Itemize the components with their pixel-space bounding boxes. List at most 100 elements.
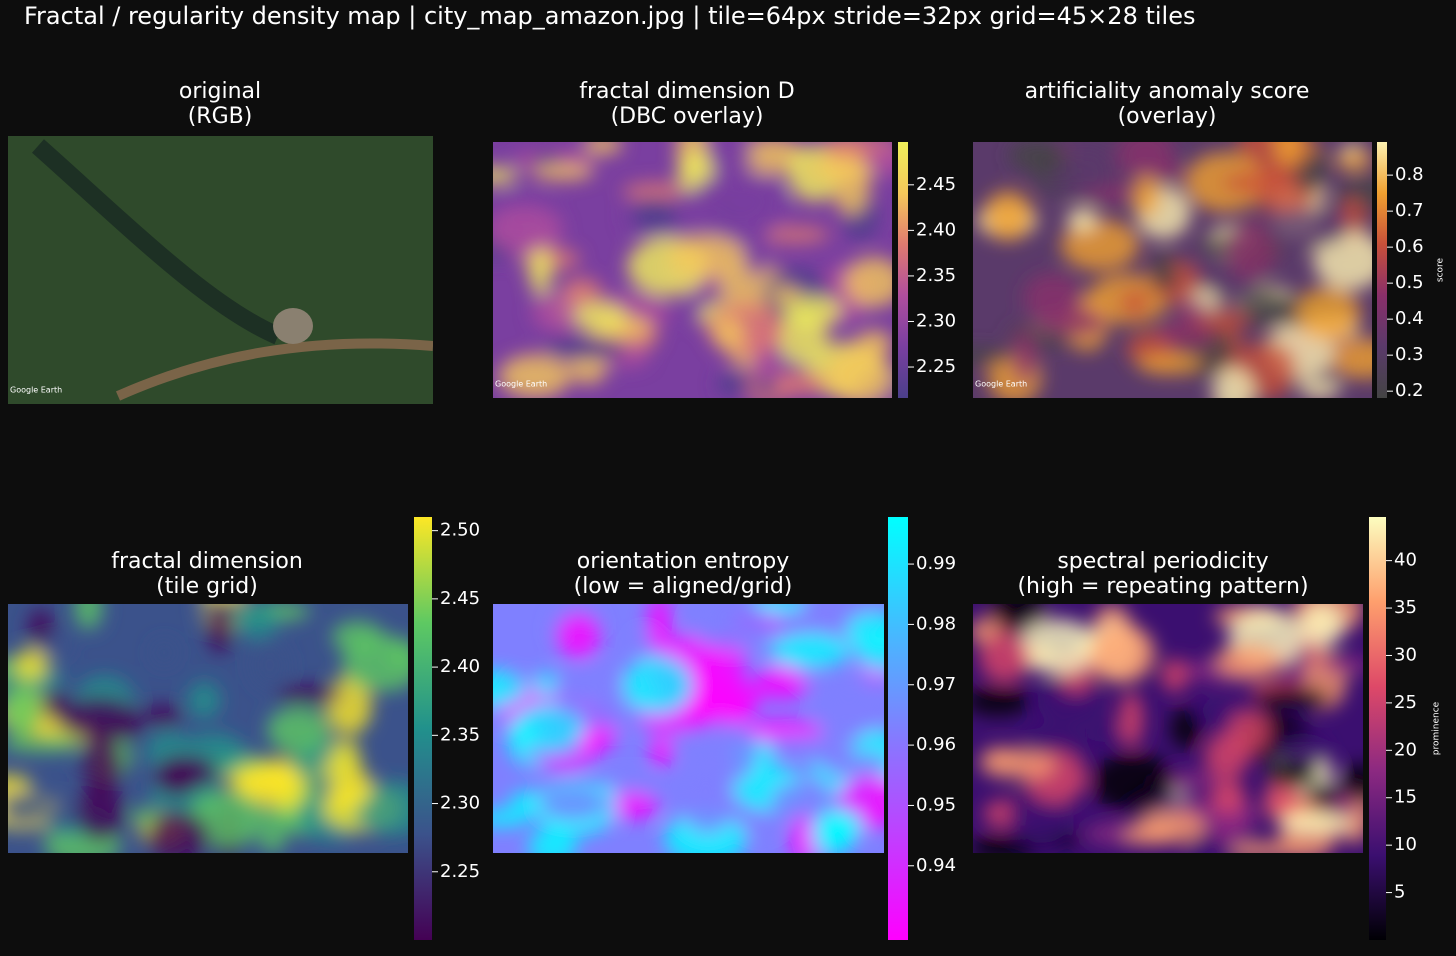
heatmap-blob	[789, 816, 820, 853]
heatmap-blob	[81, 735, 123, 793]
city	[273, 308, 313, 344]
heatmap-blob	[1178, 299, 1209, 323]
heatmap-blob	[688, 752, 719, 808]
heatmap-blob	[1136, 353, 1202, 375]
heatmap-blob	[327, 764, 372, 811]
heatmap-blob	[647, 604, 672, 653]
heatmap-blob	[493, 167, 518, 185]
colorbar-tick-label: 2.30	[440, 793, 480, 814]
colorbar-tick-label: 2.30	[916, 310, 956, 331]
heatmap-blob	[1228, 708, 1270, 754]
heatmap-blob	[1118, 691, 1144, 747]
heatmap-blob	[1132, 174, 1161, 219]
colorbar-label: score	[1436, 257, 1446, 282]
colorbar	[1377, 142, 1387, 398]
colorbar-tick-label: 0.95	[916, 794, 956, 815]
heatmap-blob	[973, 686, 1031, 717]
panel-title: orientation entropy	[577, 549, 789, 574]
heatmap-blob	[774, 371, 828, 397]
heatmap-texture	[8, 604, 408, 853]
watermark: Google Earth	[975, 380, 1027, 389]
heatmap-blob	[575, 301, 626, 335]
heatmap-blob	[1170, 707, 1202, 749]
heatmap-blob	[493, 809, 530, 828]
heatmap-blob	[604, 791, 660, 820]
heatmap-blob	[855, 330, 892, 357]
heatmap-blob	[493, 670, 529, 708]
panel-title: (high = repeating pattern)	[1017, 574, 1308, 599]
heatmap-blob	[1295, 286, 1361, 340]
colorbar-tick-label: 2.45	[916, 174, 956, 195]
heatmap-blob	[1046, 163, 1117, 193]
panel-image: Google Earth	[973, 142, 1372, 398]
heatmap-blob	[690, 604, 770, 650]
heatmap-blob	[760, 226, 830, 244]
heatmap-blob	[754, 664, 810, 701]
heatmap-blob	[1313, 230, 1372, 290]
watermark: Google Earth	[10, 386, 62, 395]
panel-image: Google Earth	[493, 142, 892, 398]
heatmap-blob	[543, 337, 627, 361]
heatmap-blob	[713, 318, 745, 350]
heatmap-blob	[741, 226, 771, 277]
heatmap-blob	[557, 669, 584, 718]
heatmap-blob	[973, 346, 1012, 365]
colorbar-tick-label: 0.94	[916, 855, 956, 876]
colorbar	[414, 517, 432, 940]
heatmap-blob	[1211, 778, 1246, 814]
colorbar-tick-label: 0.96	[916, 734, 956, 755]
heatmap-blob	[45, 800, 83, 833]
panel: Google Earth 2.25 2.30 2.35 2.40 2.45 fractal …	[493, 79, 956, 398]
heatmap-blob	[1336, 151, 1371, 170]
panel: 0.94 0.95 0.96 0.97 0.98 0.99 orientation entr…	[493, 517, 956, 940]
heatmap-blob	[131, 808, 157, 826]
colorbar-tick-label: 10	[1394, 834, 1417, 855]
heatmap-blob	[739, 142, 805, 175]
heatmap-blob	[1254, 686, 1331, 709]
colorbar-tick-label: 0.3	[1395, 344, 1424, 365]
panel-title: fractal dimension	[111, 549, 303, 574]
heatmap-blob	[227, 765, 293, 797]
heatmap-blob	[8, 679, 41, 738]
river	[115, 338, 433, 401]
watermark: Google Earth	[495, 380, 547, 389]
heatmap-blob	[1341, 762, 1363, 803]
heatmap-blob	[187, 681, 221, 720]
colorbar-tick-label: 0.6	[1395, 236, 1424, 257]
panel-image	[973, 604, 1363, 853]
heatmap-blob	[865, 146, 892, 177]
heatmap-blob	[1151, 252, 1177, 292]
colorbar-tick-label: 5	[1394, 882, 1405, 903]
heatmap-blob	[845, 611, 884, 653]
heatmap-blob	[716, 373, 753, 396]
heatmap-blob	[332, 620, 384, 653]
heatmap-blob	[771, 780, 837, 823]
heatmap-blob	[1212, 367, 1255, 398]
colorbar-tick-label: 2.25	[916, 356, 956, 377]
river	[32, 139, 282, 345]
heatmap-blob	[783, 295, 842, 328]
heatmap-blob	[715, 724, 758, 780]
heatmap-blob	[811, 811, 856, 853]
colorbar-tick-label: 2.50	[440, 520, 480, 541]
heatmap-blob	[528, 239, 553, 296]
colorbar-tick-label: 0.8	[1395, 164, 1424, 185]
colorbar-tick-label: 2.40	[440, 656, 480, 677]
heatmap-blob	[1066, 207, 1099, 233]
heatmap-blob	[56, 697, 140, 740]
figure-title: Fractal / regularity density map | city_…	[24, 2, 1195, 30]
heatmap-blob	[770, 285, 801, 304]
heatmap-blob	[1086, 723, 1129, 743]
heatmap-texture	[493, 142, 892, 398]
colorbar	[898, 142, 908, 398]
panel: Google Earth original(RGB)	[8, 79, 433, 404]
heatmap-blob	[1017, 618, 1099, 675]
heatmap-blob	[825, 345, 891, 398]
heatmap-blob	[1237, 287, 1288, 328]
heatmap-blob	[631, 197, 678, 232]
heatmap-blob	[141, 703, 183, 727]
colorbar-tick-label: 2.25	[440, 861, 480, 882]
colorbar	[1369, 517, 1386, 940]
heatmap-blob	[1215, 643, 1282, 679]
